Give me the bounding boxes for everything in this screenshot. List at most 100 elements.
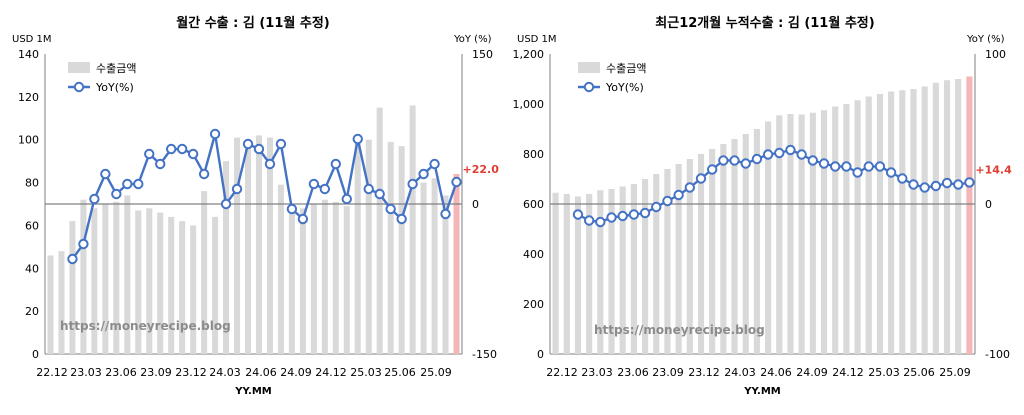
x-tick-label: 24.12 [315,366,347,379]
yoy-point [673,189,684,201]
yoy-point [418,168,429,180]
y-tick-label: 600 [523,198,544,211]
yoy-point [941,177,953,189]
bar [832,106,839,354]
yoy-point [330,158,342,170]
yoy-point [863,161,874,172]
bar [943,80,951,354]
y-tick-label: 1,000 [513,98,545,111]
bar-latest [966,76,973,354]
bar [720,144,727,354]
yoy-point [919,182,930,193]
bar [80,199,87,354]
bar [630,184,637,354]
bar [387,141,394,354]
chart-title: 월간 수출 : 김 (11월 추정) [176,15,329,31]
x-axis-title: YY.MM [234,386,272,397]
bar [742,134,749,354]
yoy-point [440,208,451,220]
x-axis-title: YY.MM [743,386,781,397]
watermark: https://moneyrecipe.blog [60,319,231,333]
bar [641,179,649,354]
yoy-point [829,161,841,172]
bar [608,189,615,354]
x-tick-label: 23.12 [688,366,720,379]
bar [409,105,416,354]
y-tick-label: 40 [25,262,39,275]
bar [798,114,805,354]
legend-line-label: YoY(%) [605,81,644,94]
bar [431,178,438,354]
x-tick-label: 24.09 [796,366,828,379]
bar [201,191,208,354]
yoy-point [628,209,640,220]
yoy-point [275,138,287,150]
x-tick-label: 25.06 [903,366,935,379]
bar [266,137,273,354]
legend-bar-swatch [578,62,600,73]
bar [47,255,54,354]
yoy-point [718,155,729,166]
bar [255,135,263,354]
x-tick-label: 24.06 [245,366,277,379]
yoy-point [885,167,897,178]
yoy-point [100,168,111,180]
yoy-point [176,143,188,155]
yoy-point [639,207,651,219]
legend-line-marker [583,81,595,93]
bar [223,161,230,354]
yoy-point [930,180,942,192]
bar [876,94,884,354]
bar [310,204,317,354]
latest-yoy-label: +22.0 [463,163,500,176]
yoy-point [352,133,363,145]
bar [597,190,604,354]
bar [113,201,120,354]
chart-panel-1: 월간 수출 : 김 (11월 추정) USD 1M YoY (%) 0 20 40 60 80… [12,15,499,397]
x-tick-label: 24.09 [280,366,312,379]
y-tick-label: 100 [18,134,39,147]
bar [809,112,816,354]
bar [753,129,760,354]
yoy-point [264,158,276,170]
yoy-point [187,148,199,160]
bar [910,89,917,354]
x-tick-label: 23.03 [70,366,102,379]
bar [955,79,962,354]
bar [398,146,405,354]
y2-tick-label: -100 [985,348,1010,361]
bar [709,149,716,354]
bar [843,104,850,354]
yoy-point [852,167,863,178]
y-tick-label: 120 [18,91,39,104]
yoy-point [572,209,584,220]
y2-tick-label: 150 [472,48,493,61]
yoy-point [841,161,852,172]
x-tick-label: 24.03 [724,366,756,379]
bar [124,195,131,354]
bar [552,192,559,354]
yoy-point [253,143,265,155]
y-tick-label: 20 [25,305,39,318]
yoy-point [662,195,673,207]
x-tick-label: 22.12 [36,366,68,379]
x-tick-label: 23.09 [652,366,684,379]
yoy-point [785,144,796,156]
x-tick-label: 25.09 [939,366,971,379]
bar [321,199,328,354]
yoy-point [751,153,763,165]
yoy-point [606,212,617,223]
y-tick-label: 1,200 [513,48,545,61]
x-tick-label: 23.09 [140,366,172,379]
bar [277,184,284,354]
bar [787,114,794,354]
bar [420,182,427,354]
yoy-point [319,183,331,195]
yoy-point [341,193,352,205]
bar [190,225,197,354]
yoy-point [595,216,606,228]
bar [168,216,175,354]
bar [888,91,895,354]
yoy-point [740,158,751,169]
